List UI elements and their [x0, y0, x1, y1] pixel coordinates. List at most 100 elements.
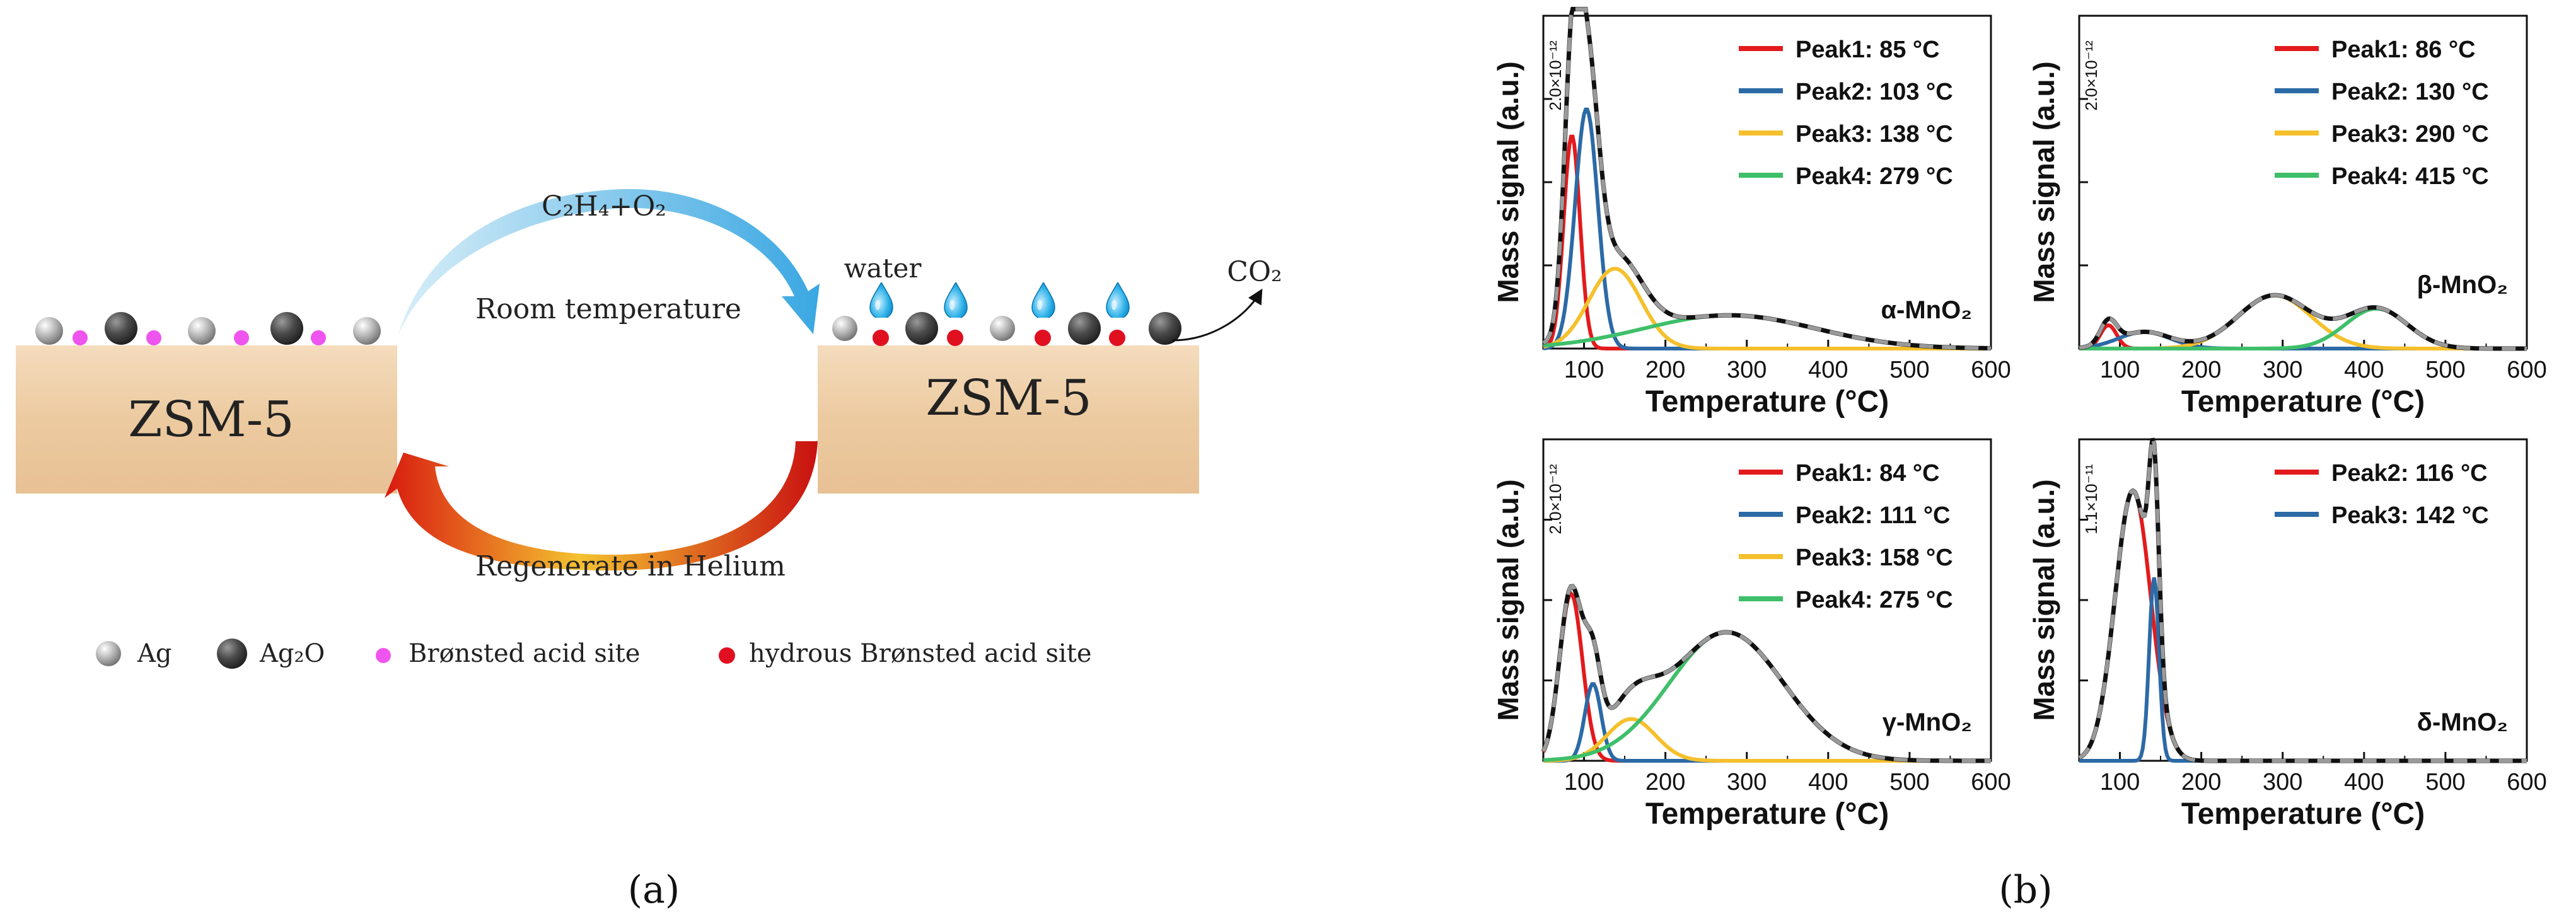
x-tick-label: 500: [2425, 769, 2465, 795]
legend-bronsted-marker: [376, 648, 391, 663]
y-scale-label: 1.1×10⁻¹¹: [2082, 464, 2101, 535]
legend-ag-label: Ag: [137, 639, 172, 668]
series-peak4-415-c: [2079, 306, 2527, 350]
series-peak3-138-c: [1543, 267, 1991, 350]
legend-label: Peak3: 158 °C: [1796, 545, 1953, 571]
chart-delta-mno2: 100 200 300 400 500 600 Temperature (°C) Mass s…: [2028, 437, 2547, 831]
regeneration-arrow: [385, 441, 818, 570]
fitted-sum-line: [1542, 7, 1991, 350]
chart-title: β-MnO₂: [2417, 271, 2508, 299]
panel-b-charts: 100 200 300 400 500 600 Temperature (°C) Mass s…: [1492, 6, 2547, 912]
y-scale-label: 2.0×10⁻¹²: [1546, 464, 1565, 535]
x-tick-label: 300: [2263, 357, 2302, 383]
bronsted-site: [311, 330, 326, 345]
ag-particle: [35, 317, 63, 345]
fitted-sum-line: [2079, 293, 2527, 350]
ag2o-particle: [270, 312, 303, 345]
x-tick-label: 600: [1971, 357, 2010, 383]
legend-hydrous-marker: [719, 647, 735, 664]
zsm5-left-label: ZSM-5: [128, 391, 294, 448]
x-tick-label: 500: [1889, 357, 1929, 383]
x-tick-label: 300: [1727, 769, 1767, 795]
adsorption-arrow: [398, 189, 820, 334]
scheme-legend: Ag Ag₂O Brønsted acid site hydrous Brøns…: [96, 639, 1092, 669]
x-tick-label: 300: [1727, 357, 1767, 383]
left-surface-species: [35, 312, 381, 345]
legend-label: Peak3: 142 °C: [2331, 502, 2489, 529]
condition-label: Room temperature: [475, 293, 741, 325]
chart-title: δ-MnO₂: [2417, 708, 2508, 736]
ag2o-particle: [1068, 312, 1101, 345]
x-axis-label: Temperature (°C): [2181, 385, 2425, 419]
x-tick-label: 500: [1889, 769, 1929, 795]
ag2o-particle: [1149, 312, 1181, 345]
x-axis-label: Temperature (°C): [1645, 797, 1889, 831]
y-axis-label: Mass signal (a.u.): [1492, 479, 1524, 720]
fitted-sum-line: [2078, 437, 2527, 763]
y-axis-label: Mass signal (a.u.): [1492, 61, 1524, 303]
water-label: water: [844, 253, 922, 284]
legend-label: Peak2: 116 °C: [2331, 460, 2488, 487]
ag-particle: [188, 317, 216, 345]
series-peak4-275-c: [1543, 630, 1991, 763]
water-droplet: [944, 282, 968, 318]
x-tick-label: 500: [2425, 357, 2465, 383]
x-tick-label: 300: [2263, 769, 2302, 795]
x-axis-label: Temperature (°C): [2181, 797, 2425, 831]
legend-label: Peak4: 279 °C: [1796, 163, 1953, 190]
water-droplet: [1106, 282, 1130, 318]
bronsted-site: [234, 330, 249, 345]
y-scale-label: 2.0×10⁻¹²: [1546, 40, 1565, 111]
x-tick-label: 600: [2507, 769, 2546, 795]
x-tick-label: 400: [1808, 357, 1848, 383]
bronsted-site: [73, 330, 88, 345]
y-scale-label: 2.0×10⁻¹²: [2082, 40, 2101, 111]
y-axis-label: Mass signal (a.u.): [2028, 61, 2060, 303]
x-tick-label: 600: [2507, 357, 2546, 383]
right-surface-species: [832, 282, 1181, 346]
ag2o-particle: [105, 312, 137, 345]
x-tick-label: 400: [2344, 769, 2384, 795]
legend-label: Peak2: 111 °C: [1796, 502, 1951, 529]
legend-label: Peak2: 103 °C: [1796, 79, 1953, 105]
chart-alpha-mno2: 100 200 300 400 500 600 Temperature (°C) Mass s…: [1492, 6, 2011, 419]
zsm5-right-label: ZSM-5: [925, 370, 1091, 427]
x-tick-label: 100: [1564, 357, 1604, 383]
x-tick-label: 100: [2100, 357, 2140, 383]
ag-particle: [832, 316, 857, 341]
legend-label: Peak3: 138 °C: [1796, 121, 1953, 147]
hydrous-bronsted-site: [947, 330, 963, 346]
x-tick-label: 100: [2100, 769, 2140, 795]
co2-release-arrow: [1172, 288, 1263, 342]
legend-label: Peak3: 290 °C: [2331, 121, 2489, 147]
fitted-sum-line: [1541, 584, 1991, 763]
legend-label: Peak2: 130 °C: [2331, 79, 2489, 105]
panel-a-scheme: ZSM-5 ZSM-5 C₂H₄+O₂ Room temperature Reg…: [16, 189, 1282, 912]
chart-title: α-MnO₂: [1881, 296, 1972, 324]
panel-a-caption: (a): [628, 868, 680, 912]
zsm5-left-block: [16, 345, 397, 494]
water-droplet: [869, 282, 893, 318]
legend-label: Peak1: 85 °C: [1796, 37, 1940, 63]
x-tick-label: 200: [1645, 769, 1685, 795]
legend-bronsted-label: Brønsted acid site: [409, 639, 640, 668]
reactant-label: C₂H₄+O₂: [542, 190, 666, 223]
chart-beta-mno2: 100 200 300 400 500 600 Temperature (°C) Mass s…: [2028, 14, 2547, 419]
x-axis-label: Temperature (°C): [1645, 385, 1889, 419]
y-axis-label: Mass signal (a.u.): [2028, 479, 2060, 720]
x-tick-label: 200: [2181, 769, 2221, 795]
x-tick-label: 200: [2181, 357, 2221, 383]
measured-signal-line: [2079, 292, 2527, 351]
zsm5-right-block: [818, 345, 1199, 494]
legend-label: Peak1: 86 °C: [2331, 37, 2476, 63]
hydrous-bronsted-site: [873, 330, 889, 346]
legend-label: Peak1: 84 °C: [1796, 460, 1940, 487]
ag-particle: [990, 316, 1015, 341]
x-tick-label: 400: [2344, 357, 2384, 383]
ag-particle: [353, 317, 381, 345]
co2-label: CO₂: [1227, 256, 1282, 288]
x-tick-label: 400: [1808, 769, 1848, 795]
legend-hydrous-label: hydrous Brønsted acid site: [749, 639, 1092, 668]
x-tick-label: 200: [1645, 357, 1685, 383]
